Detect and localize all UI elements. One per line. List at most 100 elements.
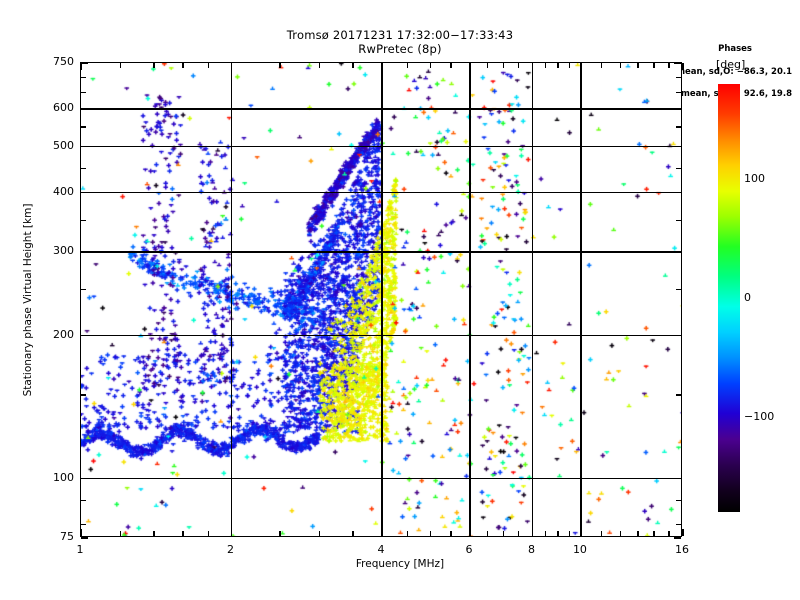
xtick-top-8 — [531, 63, 534, 70]
gridline-x-4 — [381, 63, 383, 536]
ytick-minor-650 — [81, 91, 86, 94]
ytick-minor-550 — [81, 126, 86, 128]
ytick-right-minor-150 — [676, 394, 681, 396]
xtick-top-minor-6.5 — [486, 63, 489, 68]
xtick-top-4 — [381, 63, 383, 70]
xtick-8 — [531, 529, 534, 536]
xtick-minor-8.5 — [545, 531, 547, 536]
xtick-top-6 — [469, 63, 471, 70]
xtick-top-minor-1.2 — [119, 63, 122, 68]
y-tick-label-600: 600 — [53, 101, 74, 115]
xtick-top-minor-15 — [668, 63, 670, 68]
ytick-minor-700 — [81, 76, 86, 78]
xtick-top-minor-5 — [429, 63, 432, 68]
ytick-right-75 — [674, 537, 681, 539]
xtick-top-minor-14 — [653, 63, 655, 68]
xtick-top-minor-7 — [502, 63, 505, 68]
xtick-minor-4.5 — [406, 531, 409, 536]
x-tick-label-16: 16 — [675, 543, 689, 556]
y-tick-label-300: 300 — [53, 244, 74, 258]
plot-subtitle: RwPretec (8p) — [358, 42, 442, 56]
x-tick-label-6: 6 — [465, 543, 473, 556]
xtick-minor-3.5 — [352, 531, 354, 536]
xtick-top-minor-7.5 — [517, 63, 520, 68]
gridline-y-100 — [81, 477, 681, 480]
gridline-y-400 — [81, 191, 681, 194]
y-tick-label-750: 750 — [53, 55, 74, 68]
ytick-right-minor-350 — [676, 219, 681, 221]
xtick-10 — [580, 529, 582, 536]
ytick-right-minor-90 — [676, 499, 681, 502]
ytick-200 — [81, 335, 88, 337]
ytick-right-200 — [674, 335, 681, 337]
stats-o-mode: mean, sd,O: −86.3, 20.1 — [676, 66, 792, 77]
xtick-top-minor-5.5 — [450, 63, 452, 68]
ytick-minor-450 — [81, 167, 86, 170]
x-tick-label-1: 1 — [76, 543, 84, 556]
ytick-75 — [81, 537, 88, 539]
xtick-minor-6.5 — [486, 531, 489, 536]
xtick-4 — [381, 529, 383, 536]
xtick-minor-9.5 — [569, 531, 571, 536]
xtick-1 — [80, 529, 82, 536]
xtick-top-minor-8.5 — [545, 63, 547, 68]
xtick-minor-5 — [429, 531, 432, 536]
ytick-right-minor-450 — [676, 167, 681, 170]
xtick-minor-5.5 — [450, 531, 452, 536]
x-tick-label-10: 10 — [572, 543, 587, 556]
ytick-500 — [81, 145, 88, 148]
y-axis-title: Stationary phase Virtual Height [km] — [22, 203, 34, 397]
gridline-x-10 — [580, 63, 582, 536]
xtick-minor-2.5 — [279, 531, 281, 536]
xtick-minor-1.4 — [153, 531, 155, 536]
ytick-right-600 — [674, 108, 681, 110]
xtick-minor-1.6 — [182, 531, 184, 536]
xtick-top-minor-1.8 — [207, 63, 210, 68]
colorbar-tick-100: 100 — [744, 172, 765, 186]
xtick-minor-3 — [318, 531, 321, 536]
y-tick-label-200: 200 — [53, 327, 74, 341]
gridline-y-300 — [81, 251, 681, 253]
gridline-x-2 — [230, 63, 233, 536]
xtick-minor-11 — [600, 531, 603, 536]
ytick-minor-80 — [81, 524, 86, 526]
ytick-minor-150 — [81, 394, 86, 396]
ytick-right-minor-650 — [676, 91, 681, 94]
colorbar-tick--100: −100 — [744, 409, 775, 423]
xtick-minor-14 — [653, 531, 655, 536]
plot-title: Tromsø 20171231 17:32:00−17:33:43 — [286, 28, 514, 42]
gridline-y-200 — [81, 334, 681, 337]
ytick-minor-350 — [81, 219, 86, 221]
xtick-top-minor-4.5 — [406, 63, 409, 68]
xtick-minor-1.2 — [119, 531, 122, 536]
ytick-right-minor-250 — [676, 288, 681, 291]
ytick-minor-90 — [81, 499, 86, 502]
xtick-top-minor-9 — [557, 63, 559, 68]
xtick-minor-15 — [668, 531, 670, 536]
stats-header: Phases — [718, 44, 752, 55]
gridline-y-600 — [81, 108, 681, 110]
ytick-right-minor-700 — [676, 76, 681, 78]
gridline-x-8 — [531, 63, 534, 536]
y-tick-label-100: 100 — [53, 470, 74, 484]
xtick-minor-9 — [557, 531, 559, 536]
ytick-400 — [81, 192, 88, 194]
gridline-x-6 — [469, 63, 471, 536]
x-tick-label-8: 8 — [528, 543, 535, 556]
ytick-300 — [81, 251, 88, 253]
xtick-top-1 — [80, 63, 82, 70]
ytick-600 — [81, 108, 88, 110]
colorbar-unit-label: [deg] — [716, 58, 746, 71]
plot-clip — [81, 63, 681, 536]
xtick-top-minor-1.6 — [182, 63, 184, 68]
xtick-2 — [230, 529, 233, 536]
ytick-right-minor-550 — [676, 126, 681, 128]
xtick-top-minor-13 — [637, 63, 639, 68]
ytick-right-300 — [674, 251, 681, 253]
gridline-y-500 — [81, 145, 681, 148]
y-tick-label-75: 75 — [60, 530, 74, 543]
xtick-top-minor-11 — [600, 63, 603, 68]
ytick-right-750 — [674, 62, 681, 64]
xtick-top-minor-2.5 — [279, 63, 281, 68]
